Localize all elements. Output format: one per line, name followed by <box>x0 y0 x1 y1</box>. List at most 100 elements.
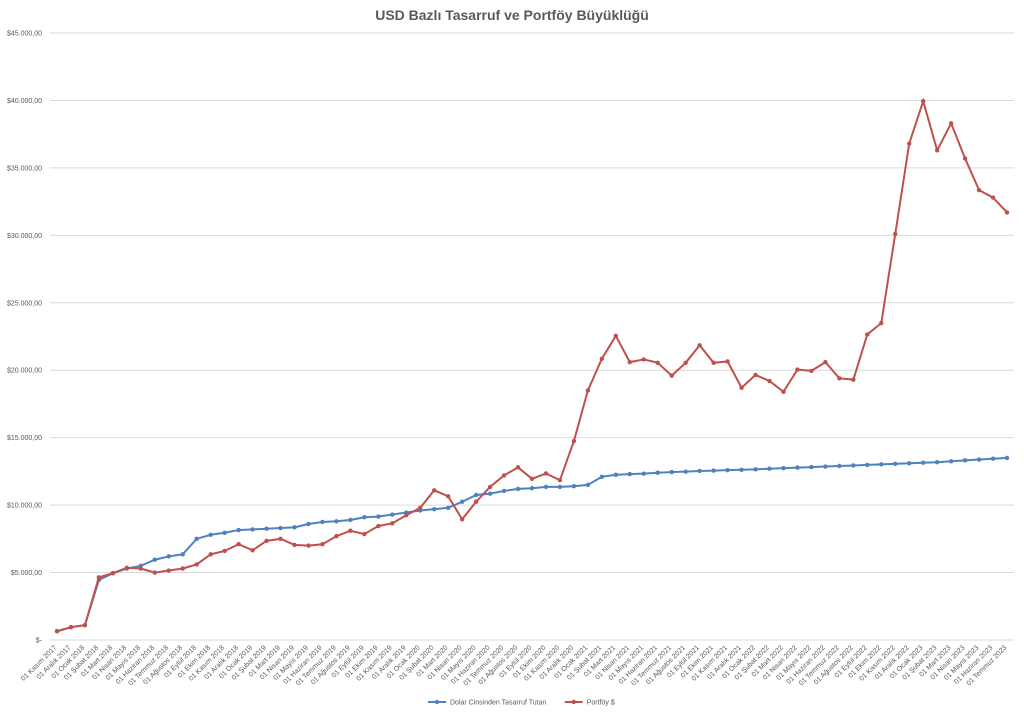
data-point <box>599 474 605 479</box>
data-point <box>962 156 968 161</box>
data-point <box>907 141 912 146</box>
legend-marker <box>434 699 440 705</box>
data-point <box>515 486 521 492</box>
data-point <box>767 378 772 384</box>
y-tick-label: $15.000,00 <box>7 435 42 442</box>
data-point <box>390 512 395 517</box>
data-point <box>208 532 213 537</box>
data-point <box>669 373 674 378</box>
data-point <box>920 460 926 465</box>
data-point <box>432 488 437 493</box>
y-tick-label: $40.000,00 <box>7 98 42 105</box>
data-point <box>54 629 60 634</box>
data-point <box>725 359 730 364</box>
data-point <box>501 473 507 478</box>
data-point <box>934 148 940 153</box>
data-point <box>138 566 144 571</box>
data-point <box>96 575 102 580</box>
y-tick-label: $30.000,00 <box>7 233 42 240</box>
data-point <box>432 506 437 512</box>
data-point <box>907 461 912 466</box>
data-point <box>529 476 535 482</box>
data-point <box>557 484 563 490</box>
data-point <box>208 552 213 557</box>
data-point <box>697 468 702 474</box>
data-point <box>655 470 660 475</box>
chart-title: USD Bazlı Tasarruf ve Portföy Büyüklüğü <box>375 7 649 23</box>
data-point <box>334 533 339 539</box>
data-point <box>362 515 367 520</box>
data-point <box>893 461 898 467</box>
data-point <box>529 486 535 491</box>
data-point <box>278 525 283 531</box>
y-tick-label: $5.000,00 <box>11 570 42 577</box>
data-point <box>222 530 227 535</box>
data-point <box>851 377 856 382</box>
data-point <box>879 462 884 467</box>
data-point <box>795 367 800 372</box>
data-point <box>404 513 409 518</box>
data-point <box>697 343 702 348</box>
data-point <box>334 519 339 524</box>
data-point <box>320 519 325 525</box>
y-tick-label: $10.000,00 <box>7 503 42 510</box>
data-point <box>166 568 171 573</box>
data-point <box>920 98 926 104</box>
data-point <box>948 459 954 464</box>
data-point <box>152 570 157 575</box>
data-point <box>641 471 646 476</box>
data-point <box>487 484 493 490</box>
data-point <box>194 562 199 567</box>
data-point <box>292 525 297 530</box>
data-point <box>445 494 451 499</box>
data-point <box>641 357 646 362</box>
data-point <box>725 467 730 473</box>
data-point <box>669 469 674 475</box>
data-point <box>501 488 507 494</box>
data-point <box>236 542 241 547</box>
data-point <box>613 333 619 339</box>
data-point <box>236 527 241 533</box>
data-point <box>376 514 381 519</box>
data-point <box>585 482 591 488</box>
data-point <box>753 467 758 472</box>
data-point <box>1004 455 1010 461</box>
data-point <box>445 505 451 511</box>
data-point <box>473 492 479 498</box>
data-point <box>152 557 157 562</box>
data-point <box>739 467 744 472</box>
y-tick-label: $20.000,00 <box>7 368 42 375</box>
data-point <box>376 523 381 529</box>
data-point <box>473 499 479 504</box>
data-point <box>82 622 88 628</box>
data-point <box>753 372 758 378</box>
data-point <box>306 521 311 527</box>
data-point <box>934 460 940 465</box>
data-point <box>1004 210 1010 215</box>
data-point <box>781 465 786 471</box>
data-point <box>418 505 423 511</box>
data-point <box>571 438 577 444</box>
data-point <box>990 456 996 461</box>
data-point <box>320 542 325 547</box>
data-point <box>348 528 353 533</box>
data-point <box>865 462 870 468</box>
legend-item: Portföy $ <box>564 700 615 707</box>
data-point <box>487 491 493 496</box>
data-point <box>459 499 465 504</box>
data-point <box>306 543 311 548</box>
data-point <box>795 465 800 470</box>
legend-label: Portföy $ <box>587 700 615 707</box>
data-point <box>879 320 884 326</box>
data-point <box>711 360 716 366</box>
data-point <box>515 465 521 470</box>
data-point <box>250 548 255 553</box>
data-point <box>250 527 255 532</box>
data-point <box>543 484 549 490</box>
data-point <box>459 517 465 522</box>
data-point <box>124 565 130 571</box>
data-point <box>837 376 842 381</box>
data-point <box>893 231 898 237</box>
